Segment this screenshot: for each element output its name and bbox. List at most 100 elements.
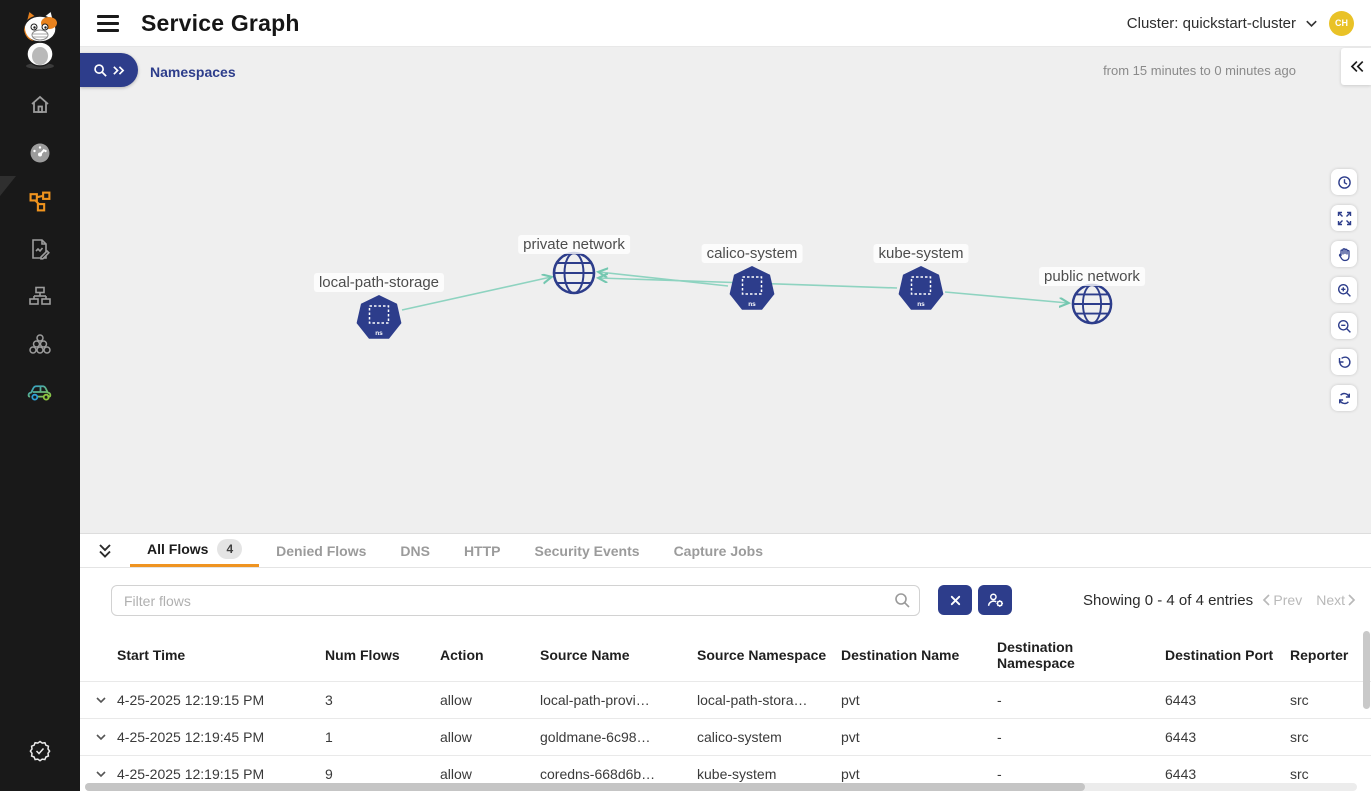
next-label: Next [1316, 592, 1345, 608]
table-header-row: Start Time Num Flows Action Source Name … [80, 629, 1371, 681]
double-chevron-down-icon [96, 542, 114, 560]
node-label: public network [1039, 267, 1145, 286]
refresh-layout-button[interactable] [1331, 385, 1357, 411]
sidebar-item-workloads[interactable] [0, 325, 80, 365]
sidebar-item-home[interactable] [0, 85, 80, 125]
double-chevron-left-icon [1347, 59, 1365, 74]
cell-source-namespace: calico-system [697, 729, 782, 745]
graph-search-button[interactable] [80, 53, 138, 87]
search-icon [93, 63, 108, 78]
undo-layout-button[interactable] [1331, 349, 1357, 375]
hamburger-menu-button[interactable] [97, 14, 119, 32]
zoom-in-icon [1337, 283, 1352, 298]
next-page-button[interactable]: Next [1316, 592, 1357, 608]
close-icon [949, 594, 962, 607]
svg-text:ns: ns [748, 301, 756, 308]
pagination: Prev Next [1261, 592, 1357, 608]
cell-action: allow [440, 766, 472, 782]
service-graph-canvas: Namespaces from 15 minutes to 0 minutes … [80, 47, 1371, 533]
graph-node-private-network[interactable]: private network [518, 235, 630, 295]
sidebar [0, 0, 80, 791]
col-num-flows: Num Flows [325, 646, 400, 663]
table-row[interactable]: 4-25-2025 12:19:15 PM 9 allow coredns-66… [80, 755, 1371, 791]
sidebar-item-reports[interactable] [0, 229, 80, 269]
cell-destination-namespace: - [997, 729, 1002, 745]
filter-flows-input[interactable] [111, 585, 920, 616]
col-source-name: Source Name [540, 646, 630, 663]
tab-security-events[interactable]: Security Events [518, 534, 657, 567]
table-row[interactable]: 4-25-2025 12:19:15 PM 3 allow local-path… [80, 681, 1371, 718]
graph-edges [401, 47, 1371, 311]
tab-label: Security Events [534, 542, 640, 559]
clock-icon [1337, 175, 1352, 190]
zoom-in-button[interactable] [1331, 277, 1357, 303]
entries-count-label: Showing 0 - 4 of 4 entries [1083, 592, 1254, 609]
cell-start-time: 4-25-2025 12:19:45 PM [117, 729, 265, 745]
expand-row-button[interactable] [85, 769, 117, 779]
time-settings-button[interactable] [1331, 169, 1357, 195]
col-destination-port: Destination Port [1165, 646, 1274, 663]
node-label: kube-system [873, 244, 969, 263]
cell-start-time: 4-25-2025 12:19:15 PM [117, 766, 265, 782]
node-label: private network [518, 235, 630, 254]
user-settings-button[interactable] [978, 585, 1012, 615]
cell-action: allow [440, 692, 472, 708]
page-title: Service Graph [141, 9, 300, 36]
cluster-nodes-icon [28, 333, 52, 357]
tab-dns[interactable]: DNS [383, 534, 447, 567]
graph-node-public-network[interactable]: public network [1039, 267, 1145, 325]
cell-source-namespace: kube-system [697, 766, 777, 782]
user-avatar[interactable]: CH [1329, 10, 1354, 36]
graph-node-kube-system[interactable]: kube-system ns [873, 244, 969, 312]
cell-start-time: 4-25-2025 12:19:15 PM [117, 692, 265, 708]
undo-icon [1337, 355, 1352, 370]
gauge-icon [28, 141, 52, 165]
service-graph-icon [29, 191, 52, 212]
prev-page-button[interactable]: Prev [1261, 592, 1302, 608]
expand-row-button[interactable] [85, 695, 117, 705]
horizontal-scrollbar[interactable] [85, 783, 1357, 791]
fit-screen-button[interactable] [1331, 205, 1357, 231]
expand-row-button[interactable] [85, 732, 117, 742]
cell-action: allow [440, 729, 472, 745]
sidebar-item-vehicle[interactable] [0, 372, 80, 412]
cell-reporter: src [1290, 766, 1309, 782]
flow-count-badge: 4 [217, 539, 243, 559]
col-destination-namespace: Destination Namespace [997, 638, 1075, 671]
cell-destination-namespace: - [997, 766, 1002, 782]
tab-label: Capture Jobs [673, 542, 764, 559]
sidebar-item-service-graph[interactable] [0, 181, 80, 221]
tab-all-flows[interactable]: All Flows 4 [130, 534, 260, 567]
sidebar-item-verify[interactable] [0, 731, 80, 771]
pan-tool-button[interactable] [1331, 241, 1357, 267]
double-chevron-right-icon [112, 64, 125, 77]
badge-check-icon [28, 739, 52, 763]
graph-node-local-path-storage[interactable]: local-path-storage ns [313, 273, 445, 341]
breadcrumb-namespaces[interactable]: Namespaces [150, 64, 236, 80]
clear-filter-button[interactable] [938, 585, 972, 615]
cell-num-flows: 9 [325, 766, 333, 782]
node-label: calico-system [701, 244, 803, 263]
chevron-right-icon [1347, 593, 1357, 607]
zoom-out-button[interactable] [1331, 313, 1357, 339]
sidebar-item-network[interactable] [0, 277, 80, 317]
report-edit-icon [28, 237, 52, 261]
tab-capture-jobs[interactable]: Capture Jobs [657, 534, 780, 567]
cluster-selector[interactable]: Cluster: quickstart-cluster [1127, 15, 1319, 32]
cell-destination-port: 6443 [1165, 692, 1197, 708]
graph-node-calico-system[interactable]: calico-system ns [701, 244, 803, 312]
cell-destination-name: pvt [841, 692, 860, 708]
cell-reporter: src [1290, 729, 1309, 745]
vertical-scrollbar[interactable] [1363, 631, 1370, 789]
tab-http[interactable]: HTTP [447, 534, 518, 567]
collapse-right-panel-button[interactable] [1341, 48, 1371, 85]
tab-denied-flows[interactable]: Denied Flows [259, 534, 383, 567]
flows-table: Start Time Num Flows Action Source Name … [80, 629, 1371, 791]
table-row[interactable]: 4-25-2025 12:19:45 PM 1 allow goldmane-6… [80, 718, 1371, 755]
cell-source-name: coredns-668d6b… [540, 766, 656, 782]
tab-label: DNS [400, 542, 430, 559]
prev-label: Prev [1273, 592, 1303, 608]
cell-reporter: src [1290, 692, 1309, 708]
collapse-flows-panel-button[interactable] [96, 542, 114, 560]
sidebar-item-dashboard[interactable] [0, 133, 80, 173]
